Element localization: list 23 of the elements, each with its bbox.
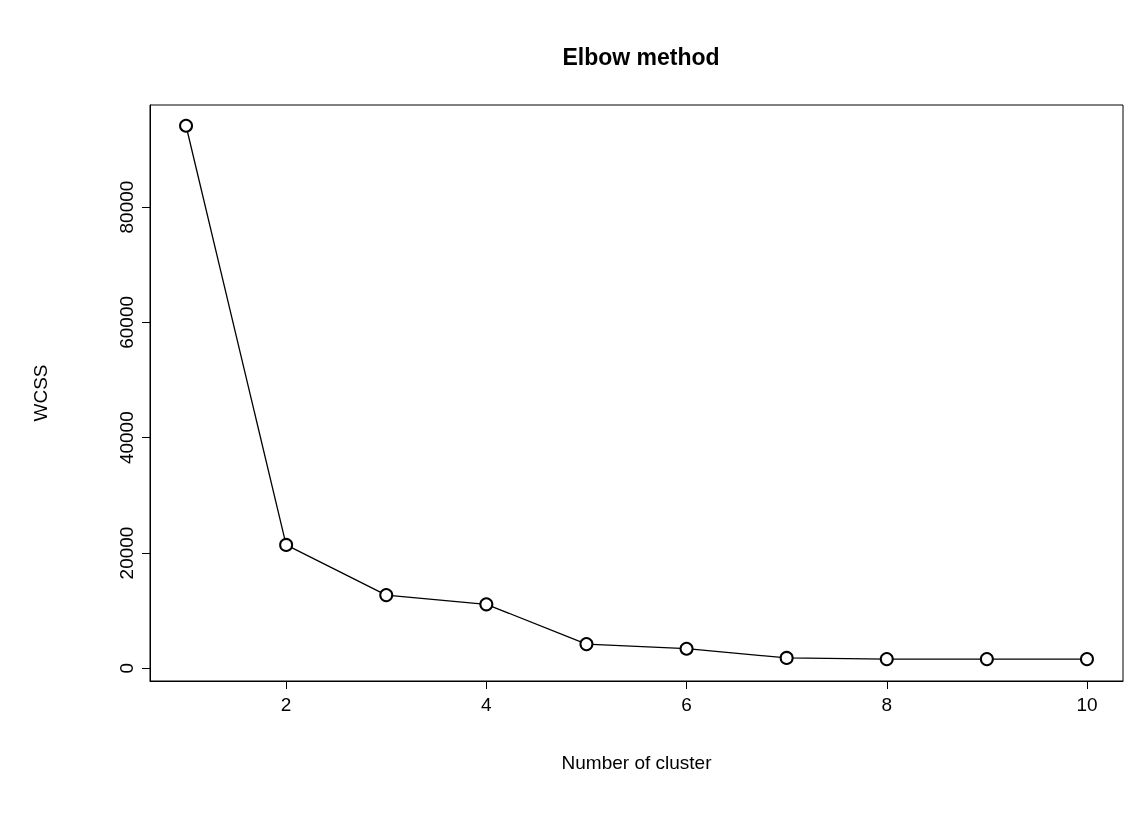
y-axis-title: WCSS	[30, 364, 51, 422]
point	[1079, 652, 1094, 667]
point	[579, 637, 594, 652]
x-tick-label: 2	[280, 694, 292, 715]
point	[879, 652, 894, 667]
x-tick-label: 4	[481, 694, 493, 715]
point	[779, 650, 794, 665]
x-tick-label: 8	[881, 694, 893, 715]
x-axis-title: Number of cluster	[561, 752, 713, 773]
point	[279, 537, 294, 552]
y-tick-label: 0	[116, 663, 137, 674]
chart-title: Elbow method	[562, 43, 720, 70]
point	[479, 597, 494, 612]
point	[179, 118, 194, 133]
point	[379, 588, 394, 603]
y-tick-label: 40000	[116, 411, 137, 465]
y-tick-label: 80000	[116, 180, 137, 234]
x-tick-label: 10	[1076, 694, 1098, 715]
y-tick-label: 60000	[116, 295, 137, 349]
x-tick-label: 6	[681, 694, 692, 715]
point	[979, 652, 994, 667]
y-tick-label: 20000	[116, 526, 137, 580]
point	[679, 641, 694, 656]
